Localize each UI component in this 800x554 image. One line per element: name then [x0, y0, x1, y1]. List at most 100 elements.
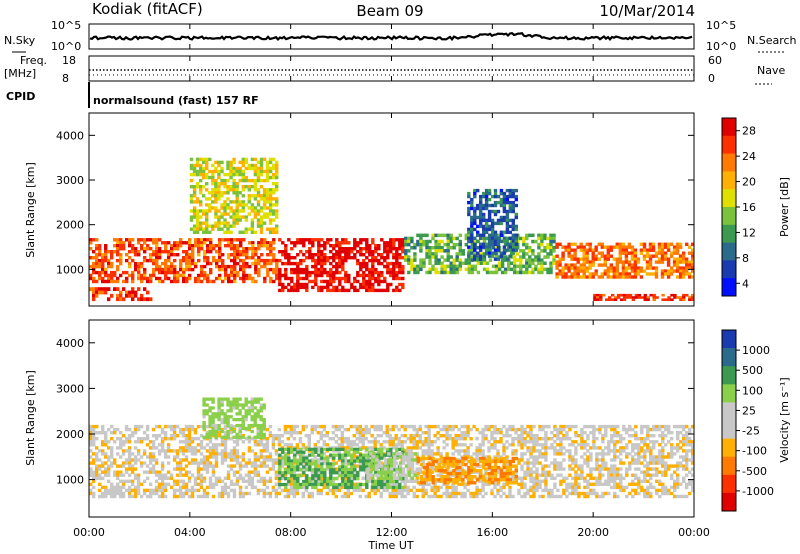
- heatmap-cell: [238, 230, 242, 234]
- heatmap-cell: [353, 238, 357, 242]
- heatmap-cell: [192, 206, 197, 210]
- heatmap-cell: [470, 203, 474, 208]
- heatmap-cell: [235, 449, 240, 453]
- heatmap-cell: [107, 488, 111, 493]
- heatmap-cell: [187, 440, 192, 444]
- heatmap-cell: [139, 424, 144, 429]
- heatmap-cell: [358, 440, 362, 444]
- heatmap-cell: [618, 242, 622, 246]
- heatmap-cell: [371, 270, 375, 275]
- heatmap-cell: [334, 494, 338, 499]
- freq-unit: [MHz]: [4, 67, 36, 80]
- heatmap-cell: [268, 476, 273, 480]
- heatmap-cell: [320, 244, 324, 248]
- heatmap-cell: [666, 272, 671, 276]
- heatmap-cell: [227, 241, 231, 245]
- heatmap-cell: [367, 431, 371, 435]
- nsearch-tick-bottom: 10^0: [706, 40, 736, 53]
- heatmap-cell: [235, 169, 239, 174]
- heatmap-cell: [529, 440, 533, 444]
- heatmap-cell: [272, 203, 276, 207]
- heatmap-cell: [473, 215, 477, 220]
- heatmap-cell: [391, 491, 395, 496]
- heatmap-cell: [192, 166, 197, 171]
- heatmap-cell: [505, 200, 510, 205]
- heatmap-cell: [190, 473, 195, 477]
- heatmap-cell: [600, 275, 604, 279]
- heatmap-cell: [244, 461, 249, 465]
- heatmap-cell: [232, 440, 237, 444]
- heatmap-cell: [403, 479, 407, 483]
- heatmap-cell: [458, 239, 462, 244]
- heatmap-cell: [250, 476, 255, 480]
- heatmap-cell: [568, 464, 572, 468]
- heatmap-cell: [268, 467, 273, 471]
- heatmap-cell: [510, 261, 514, 265]
- heatmap-cell: [332, 276, 336, 281]
- heatmap-cell: [140, 261, 144, 266]
- heatmap-cell: [287, 238, 291, 242]
- heatmap-cell: [233, 264, 237, 269]
- heatmap-cell: [268, 458, 273, 462]
- heatmap-cell: [395, 247, 399, 251]
- heatmap-cell: [386, 253, 390, 257]
- heatmap-cell: [379, 427, 383, 432]
- heatmap-cell: [262, 188, 267, 192]
- heatmap-cell: [479, 224, 483, 229]
- heatmap-cell: [235, 182, 239, 186]
- heatmap-cell: [443, 249, 447, 253]
- heatmap-cell: [574, 449, 578, 453]
- heatmap-cell: [244, 437, 249, 441]
- heatmap-cell: [140, 273, 144, 278]
- heatmap-cell: [89, 264, 93, 269]
- heatmap-cell: [241, 440, 246, 444]
- heatmap-cell: [613, 296, 618, 299]
- heatmap-cell: [529, 479, 533, 483]
- heatmap-cell: [549, 249, 553, 253]
- heatmap-cell: [460, 449, 464, 453]
- heatmap-cell: [331, 488, 335, 493]
- heatmap-cell: [487, 245, 492, 249]
- heatmap-cell: [458, 246, 462, 250]
- heatmap-cell: [541, 494, 545, 499]
- heatmap-cell: [107, 427, 111, 432]
- heatmap-cell: [487, 224, 492, 229]
- heatmap-cell: [101, 276, 105, 281]
- heatmap-cell: [197, 276, 201, 281]
- heatmap-cell: [253, 163, 258, 168]
- heatmap-cell: [571, 455, 575, 459]
- heatmap-cell: [227, 244, 231, 248]
- heatmap-cell: [565, 437, 569, 441]
- heatmap-cell: [220, 227, 224, 231]
- heatmap-cell: [335, 256, 339, 260]
- heatmap-cell: [490, 434, 494, 438]
- heatmap-cell: [101, 431, 105, 435]
- power-ylabel: Slant Range [km]: [24, 162, 37, 258]
- heatmap-cell: [419, 236, 423, 241]
- heatmap-cell: [203, 241, 207, 245]
- heatmap-cell: [337, 458, 341, 462]
- heatmap-cell: [155, 238, 159, 242]
- heatmap-cell: [403, 488, 407, 493]
- heatmap-cell: [467, 249, 471, 253]
- heatmap-cell: [511, 233, 515, 237]
- heatmap-cell: [589, 476, 593, 480]
- heatmap-cell: [131, 258, 135, 263]
- heatmap-cell: [107, 464, 111, 468]
- heatmap-cell: [633, 272, 638, 276]
- heatmap-cell: [238, 485, 243, 490]
- heatmap-cell: [362, 282, 366, 287]
- heatmap-cell: [248, 241, 252, 245]
- heatmap-cell: [305, 264, 309, 269]
- heatmap-cell: [454, 437, 458, 441]
- heatmap-cell: [338, 276, 342, 281]
- heatmap-cell: [136, 482, 141, 486]
- heatmap-cell: [525, 267, 529, 272]
- heatmap-cell: [199, 157, 203, 162]
- heatmap-cell: [546, 255, 550, 259]
- heatmap-cell: [220, 191, 224, 195]
- heatmap-cell: [92, 440, 96, 444]
- heatmap-cell: [675, 269, 680, 273]
- heatmap-cell: [451, 427, 455, 432]
- heatmap-cell: [169, 485, 174, 490]
